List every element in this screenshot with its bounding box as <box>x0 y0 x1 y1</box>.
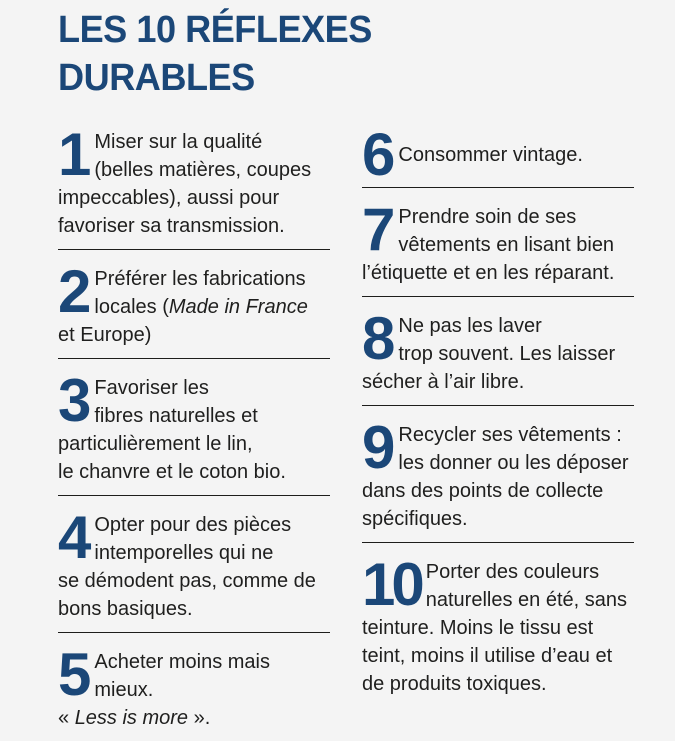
item-6-number: 6 <box>362 121 395 188</box>
item-3-number: 3 <box>58 367 91 434</box>
italic-text: Made in France <box>168 296 308 318</box>
reflex-item-3: 3 Favoriser les fibres naturelles et part… <box>58 358 330 495</box>
page-title-line2: DURABLES <box>58 57 255 99</box>
italic-text: Less is more <box>74 707 189 729</box>
item-2-text: Préférer les fabrications locales (Made … <box>58 268 308 346</box>
reflex-item-1: 1 Miser sur la qualité (belles matières, … <box>58 121 330 249</box>
item-8-text: Ne pas les laver trop souvent. Les laiss… <box>362 315 616 393</box>
item-10-number: 10 <box>362 551 425 618</box>
item-8-number: 8 <box>362 305 395 372</box>
item-3-text: Favoriser les fibres naturelles et parti… <box>58 377 286 483</box>
item-9-text: Recycler ses vêtements : les donner ou l… <box>362 424 629 530</box>
page-title-line1: LES 10 RÉFLEXES <box>58 9 372 51</box>
item-5-number: 5 <box>58 641 91 708</box>
reflex-item-5: 5 Acheter moins mais mieux. « Less is mor… <box>58 632 330 741</box>
item-2-number: 2 <box>58 258 91 325</box>
column-right: 6 Consommer vintage. 7 Prendre soin de ses… <box>362 121 634 741</box>
two-column-list: 1 Miser sur la qualité (belles matières, … <box>58 121 636 741</box>
item-1-number: 1 <box>58 121 91 188</box>
item-7-number: 7 <box>362 196 395 263</box>
item-6-text: Consommer vintage. <box>398 144 583 166</box>
reflex-item-4: 4 Opter pour des pièces intemporelles qui… <box>58 495 330 632</box>
column-left: 1 Miser sur la qualité (belles matières, … <box>58 121 330 741</box>
reflex-item-9: 9 Recycler ses vêtements : les donner ou … <box>362 405 634 542</box>
item-5-text: Acheter moins mais mieux. « Less is more… <box>58 651 270 729</box>
item-1-text: Miser sur la qualité (belles matières, c… <box>58 131 312 237</box>
item-7-text: Prendre soin de ses vêtements en lisant … <box>362 206 615 284</box>
reflex-item-2: 2 Préférer les fabrications locales (Made… <box>58 249 330 358</box>
item-4-number: 4 <box>58 504 91 571</box>
item-10-text: Porter des couleurs naturelles en été, s… <box>362 561 627 695</box>
item-4-text: Opter pour des pièces intemporelles qui … <box>58 514 316 620</box>
item-9-number: 9 <box>362 414 395 481</box>
reflex-item-10: 10 Porter des couleurs naturelles en été,… <box>362 542 634 707</box>
page-title: LES 10 RÉFLEXES DURABLES <box>58 6 607 102</box>
reflex-item-7: 7 Prendre soin de ses vêtements en lisant… <box>362 187 634 296</box>
reflex-item-6: 6 Consommer vintage. <box>362 121 634 188</box>
leaflet-page: LES 10 RÉFLEXES DURABLES 1 Miser sur la qu… <box>58 6 634 729</box>
reflex-item-8: 8 Ne pas les laver trop souvent. Les lais… <box>362 296 634 405</box>
